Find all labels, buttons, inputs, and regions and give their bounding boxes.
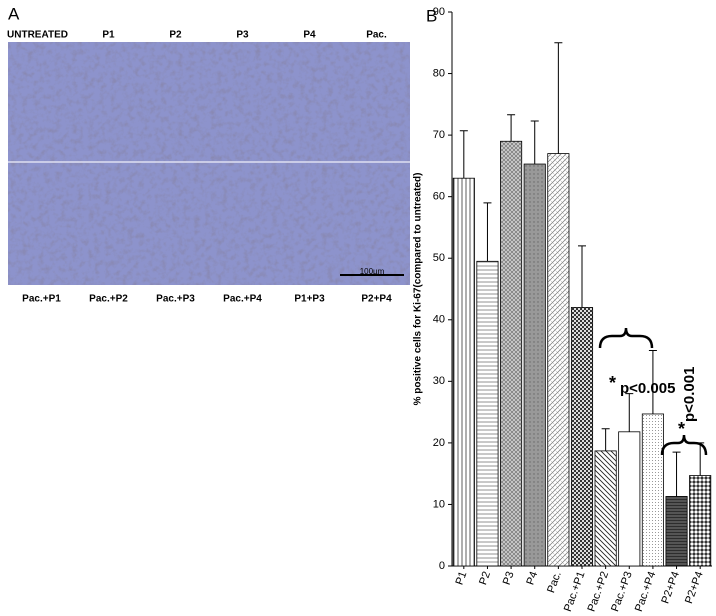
image-label: Pac.+P1 [22,294,61,305]
annotation: p<0.005 [620,380,675,397]
micrograph-grid [8,42,410,285]
image-label: P4 [303,30,316,41]
error-bar [672,451,681,497]
bar [500,140,523,567]
bar [547,153,570,567]
image-label: P1+P3 [294,294,325,305]
y-tick-label: 50 [433,252,445,264]
x-tick-label: P3 [501,570,517,587]
error-bar [530,120,539,165]
y-axis-label: % positive cells for Ki-67(compared to u… [413,173,424,406]
x-tick-label: Pac.+P4 [633,570,659,613]
y-tick-label: 90 [433,6,445,18]
bar [523,163,546,567]
y-tick-label: 70 [433,129,445,141]
image-label: Pac. [366,30,387,41]
image-label: P1 [102,30,115,41]
brace [660,434,708,456]
x-tick-label: Pac.+P3 [609,570,635,613]
micrographs [8,42,410,285]
image-label: Pac.+P4 [223,294,262,305]
scale-label: 100µm [360,267,385,276]
y-tick-label: 40 [433,314,445,326]
bar [641,413,664,567]
y-tick-label: 30 [433,375,445,387]
x-tick-label: Pac.+P2 [586,570,612,613]
y-tick-label: 60 [433,191,445,203]
panel-label: A [8,4,20,23]
y-tick-label: 10 [433,498,445,510]
bar [570,307,594,567]
annotation: p<0.001 [681,367,698,422]
x-tick-label: P4 [524,570,540,587]
image-label: P3 [236,30,249,41]
bar [452,177,475,567]
error-bar [648,350,657,414]
error-bar [507,114,516,142]
annotation: * [678,419,685,439]
image-label: P2 [169,30,182,41]
bar [618,431,641,567]
x-tick-label: P2+P4 [659,570,682,605]
panel-label: B [426,6,437,25]
x-tick-label: P2+P4 [683,570,706,605]
x-tick-label: Pac.+P1 [562,570,588,613]
image-label: Pac.+P3 [156,294,195,305]
y-tick-label: 80 [433,67,445,79]
image-label: Pac.+P2 [89,294,128,305]
error-bar [554,42,563,154]
x-tick-label: P1 [453,570,469,587]
error-bar [601,428,610,451]
error-bar [625,393,634,432]
annotation: * [609,373,616,393]
x-tick-label: Pac. [545,570,564,595]
bar [476,260,499,567]
error-bar [578,245,586,308]
image-label: P2+P4 [361,294,392,305]
image-label: UNTREATED [7,30,68,41]
error-bar [459,130,468,179]
error-bar [483,202,492,262]
bar [689,475,712,567]
x-tick-label: P2 [477,570,493,587]
bar [665,496,688,567]
bar [594,450,617,567]
brace [598,327,654,349]
y-tick-label: 0 [439,560,445,572]
y-tick-label: 20 [433,437,445,449]
